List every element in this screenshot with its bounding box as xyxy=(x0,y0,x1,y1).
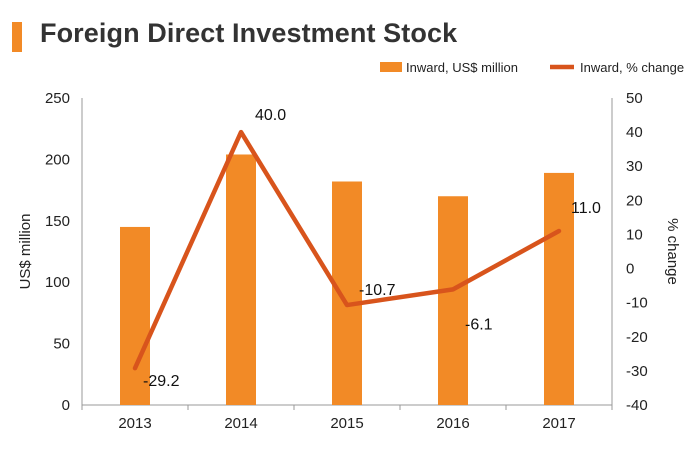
y2-tick-label: 20 xyxy=(626,192,643,209)
x-tick-label: 2014 xyxy=(224,415,257,432)
legend-swatch-bar xyxy=(380,62,402,72)
y2-tick-label: 50 xyxy=(626,90,643,107)
line-series xyxy=(132,129,562,371)
y-tick-label: 150 xyxy=(45,213,70,230)
data-label: 40.0 xyxy=(255,107,286,124)
title-accent-bar xyxy=(12,22,22,52)
y-axis-title: US$ million xyxy=(17,214,34,290)
legend-label-line: Inward, % change xyxy=(580,60,684,75)
chart-title: Foreign Direct Investment Stock xyxy=(40,18,458,48)
y2-tick-label: 40 xyxy=(626,124,643,141)
bar xyxy=(438,196,468,405)
data-label: -6.1 xyxy=(465,316,493,333)
y-tick-label: 200 xyxy=(45,151,70,168)
data-label: -29.2 xyxy=(143,373,180,390)
bar xyxy=(544,172,574,405)
y-tick-label: 0 xyxy=(62,397,70,414)
y-tick-label: 50 xyxy=(53,336,70,353)
x-tick-label: 2013 xyxy=(118,415,151,432)
y2-tick-label: -40 xyxy=(626,397,648,414)
y2-axis-title: % change xyxy=(664,218,681,285)
data-label: -10.7 xyxy=(359,282,396,299)
legend-label-bar: Inward, US$ million xyxy=(406,60,518,75)
bar xyxy=(120,226,150,405)
y2-tick-label: 10 xyxy=(626,226,643,243)
y2-tick-label: 30 xyxy=(626,158,643,175)
y2-tick-label: -10 xyxy=(626,295,648,312)
y-tick-label: 250 xyxy=(45,90,70,107)
y2-tick-label: -20 xyxy=(626,329,648,346)
y-tick-label: 100 xyxy=(45,274,70,291)
x-tick-label: 2016 xyxy=(436,415,469,432)
x-tick-label: 2017 xyxy=(542,415,575,432)
y2-tick-label: 0 xyxy=(626,261,634,278)
y2-tick-label: -30 xyxy=(626,363,648,380)
x-tick-label: 2015 xyxy=(330,415,363,432)
bar xyxy=(332,181,362,405)
bar xyxy=(226,154,256,405)
data-label: 11.0 xyxy=(571,200,601,217)
